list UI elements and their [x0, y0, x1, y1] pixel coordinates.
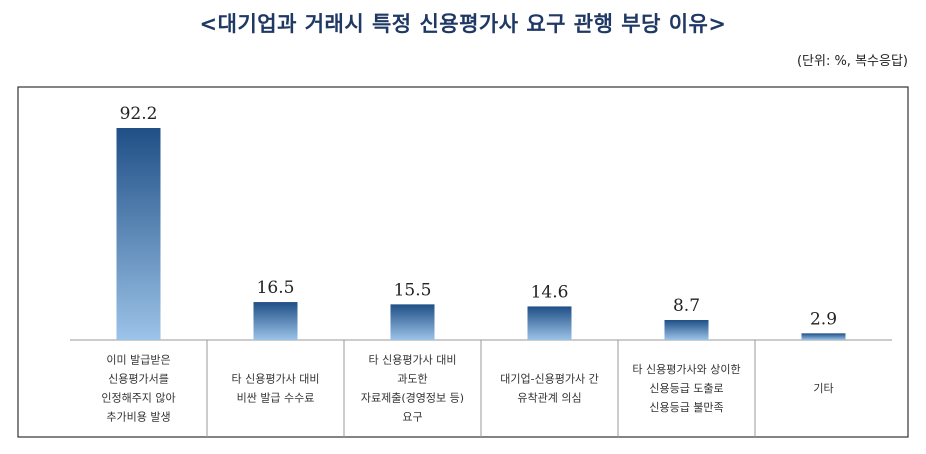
bar	[253, 302, 298, 340]
category-label: 요구	[402, 411, 422, 424]
bar	[664, 319, 709, 340]
category-label: 타 신용평가사 대비	[232, 373, 320, 386]
category-label: 대기업-신용평가사 간	[500, 373, 599, 386]
category-label: 신용평가서를	[108, 373, 169, 386]
category-label: 타 신용평가사 대비	[369, 354, 457, 367]
category-label: 과도한	[397, 373, 427, 386]
category-label: 신용등급 도출로	[649, 382, 723, 395]
bar	[801, 333, 846, 340]
category-label: 비싼 발급 수수료	[237, 392, 315, 405]
data-label: 16.5	[257, 278, 295, 298]
data-label: 14.6	[531, 282, 569, 302]
chart-title: <대기업과 거래시 특정 신용평가사 요구 관행 부당 이유>	[199, 12, 727, 36]
bar	[116, 128, 161, 340]
category-label: 신용등급 불만족	[649, 401, 723, 414]
data-label: 15.5	[394, 280, 432, 300]
category-label: 자료제출(경영정보 등)	[361, 392, 464, 405]
category-label: 인정해주지 않아	[101, 391, 175, 405]
plot-frame	[17, 86, 909, 438]
data-label: 92.2	[120, 104, 158, 124]
category-label: 타 신용평가사와 상이한	[632, 363, 740, 376]
category-label: 추가비용 발생	[106, 411, 170, 424]
data-label: 8.7	[673, 296, 700, 316]
category-label: 이미 발급받은	[106, 354, 170, 367]
category-label: 기타	[813, 382, 833, 395]
category-label: 유착관계 의심	[517, 392, 581, 405]
unit-note: (단위: %, 복수응답)	[796, 54, 908, 69]
bar	[527, 306, 572, 340]
bar	[390, 304, 435, 340]
data-label: 2.9	[810, 309, 837, 329]
